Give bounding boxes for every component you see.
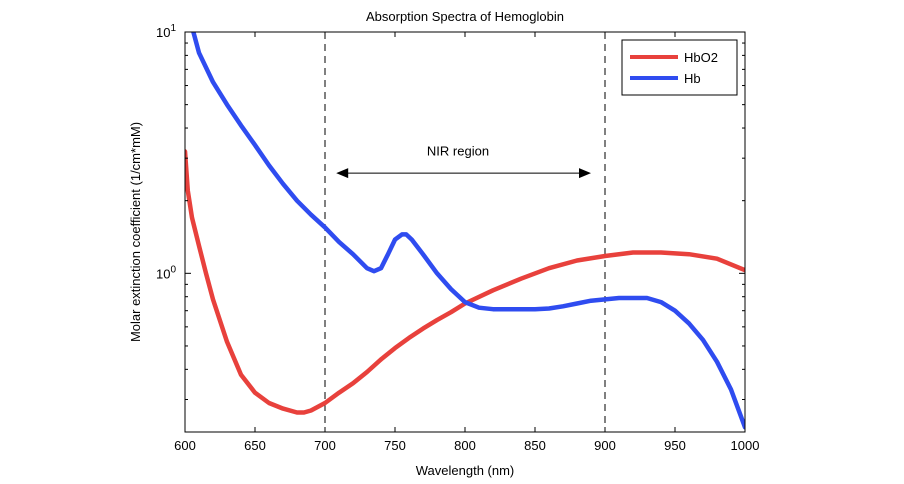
x-tick-label-750: 750 xyxy=(384,438,406,453)
y-tick-label-base: 10 xyxy=(156,266,170,281)
legend-box xyxy=(621,39,738,96)
x-tick-label-800: 800 xyxy=(454,438,476,453)
x-axis-label: Wavelength (nm) xyxy=(416,463,515,478)
x-tick-label-1000: 1000 xyxy=(731,438,760,453)
plot-area xyxy=(185,32,745,432)
x-tick-label-900: 900 xyxy=(594,438,616,453)
y-axis-label: Molar extinction coefficient (1/cm*mM) xyxy=(128,122,143,342)
x-tick-label-700: 700 xyxy=(314,438,336,453)
y-tick-label-exponent: 1 xyxy=(170,23,176,34)
y-tick-label-exponent: 0 xyxy=(170,264,176,275)
x-tick-label-600: 600 xyxy=(174,438,196,453)
series-line-hbo2 xyxy=(185,149,745,415)
nir-arrow xyxy=(336,168,591,179)
region-boundary-lines xyxy=(324,32,606,432)
legend: HbO2 Hb xyxy=(621,39,738,96)
nir-region-label: NIR region xyxy=(427,143,489,158)
series-line-hb xyxy=(191,32,745,430)
x-tick-label-950: 950 xyxy=(664,438,686,453)
nir-arrow-head-right xyxy=(579,168,591,179)
y-tick-label-base: 10 xyxy=(156,25,170,40)
y-tick-label-1: 100 xyxy=(156,264,176,281)
series-layer xyxy=(185,32,745,430)
x-tick-label-650: 650 xyxy=(244,438,266,453)
legend-label-hbo2: HbO2 xyxy=(684,50,718,65)
nir-arrow-head-left xyxy=(336,168,349,179)
legend-label-hb: Hb xyxy=(684,71,701,86)
chart-title: Absorption Spectra of Hemoglobin xyxy=(366,9,564,24)
x-tick-label-850: 850 xyxy=(524,438,546,453)
y-tick-label-10: 101 xyxy=(156,23,176,40)
x-axis-ticks: 600 650 700 750 800 850 900 950 1000 xyxy=(174,32,759,453)
